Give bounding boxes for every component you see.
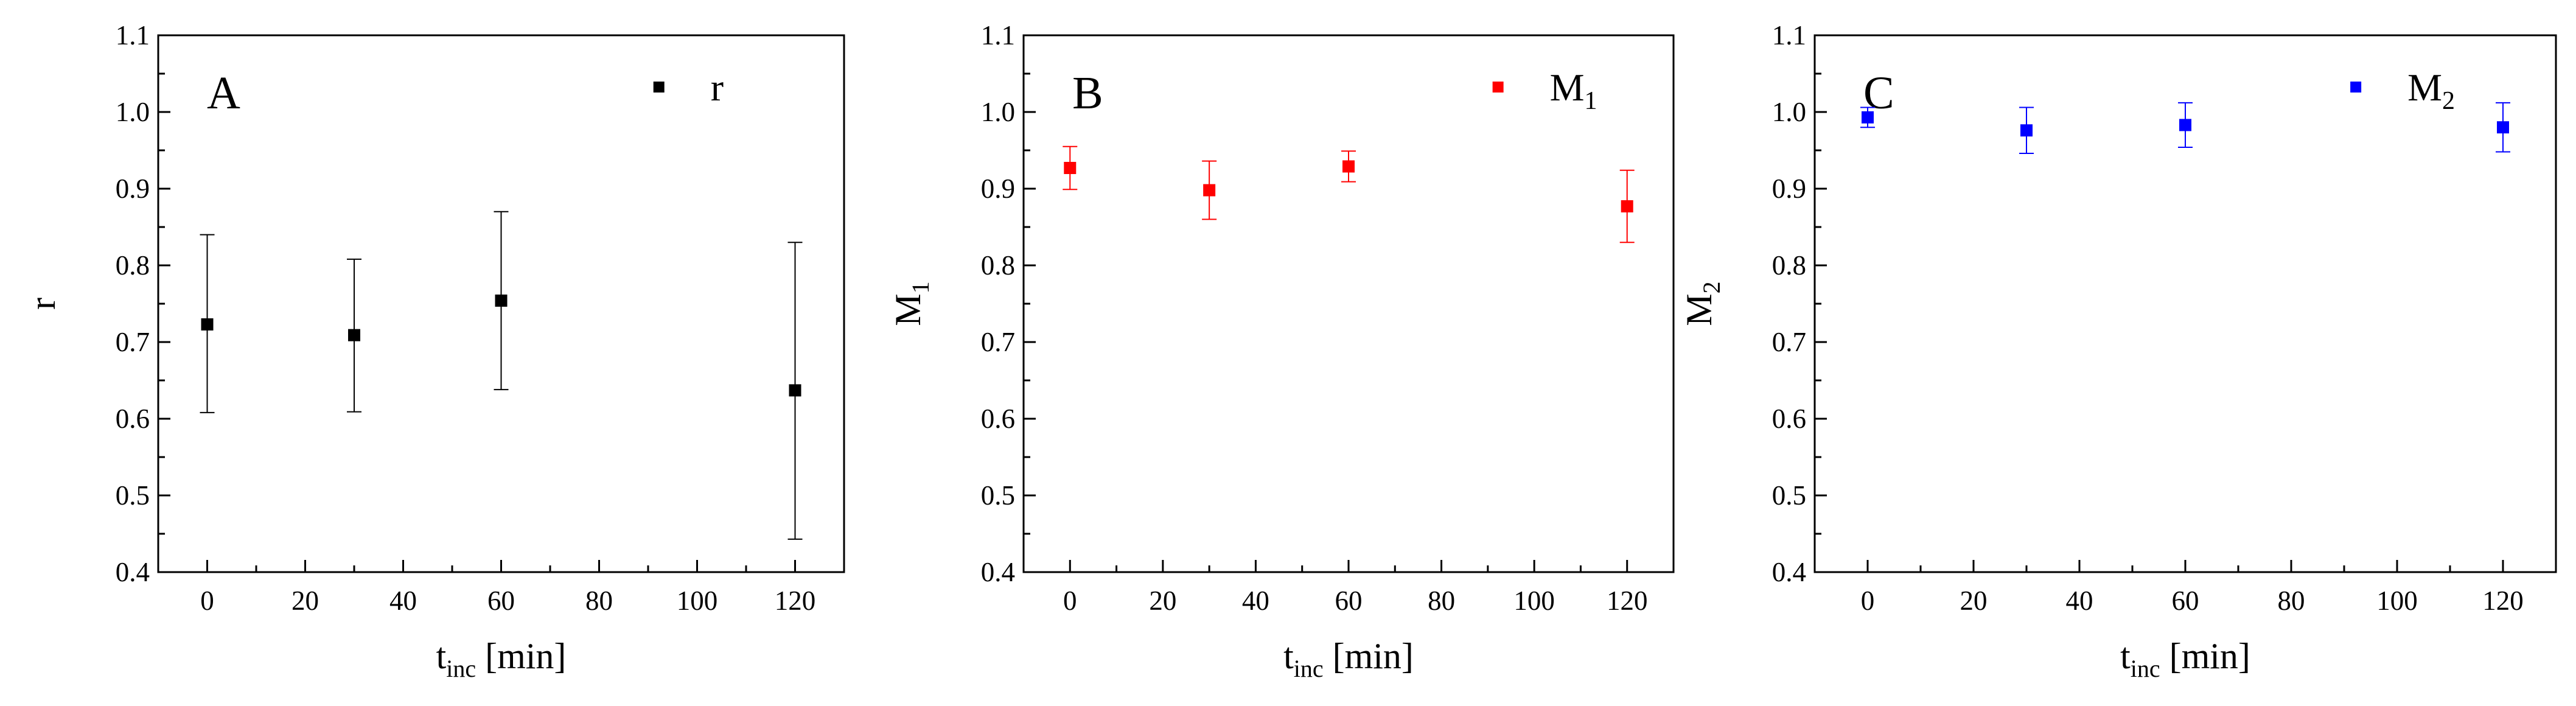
- y-tick-label: 1.0: [1772, 97, 1806, 127]
- y-tick-label: 0.7: [1772, 327, 1806, 357]
- x-tick-label: 60: [487, 585, 515, 616]
- y-tick-label: 1.0: [981, 97, 1015, 127]
- panel-letter: A: [207, 68, 240, 119]
- x-tick-label: 120: [1607, 585, 1648, 616]
- panel-letter: B: [1072, 68, 1103, 119]
- x-tick-label: 60: [2172, 585, 2199, 616]
- y-tick-label: 1.1: [981, 20, 1015, 51]
- x-axis-title: tinc [min]: [1283, 636, 1414, 682]
- x-tick-label: 80: [585, 585, 613, 616]
- x-tick-label: 0: [200, 585, 214, 616]
- y-tick-label: 0.9: [1772, 173, 1806, 204]
- y-axis-title-base: M: [1679, 293, 1719, 326]
- data-point: [2020, 124, 2033, 137]
- x-tick-label: 0: [1861, 585, 1875, 616]
- x-tick-label: 40: [1242, 585, 1269, 616]
- x-tick-label: 100: [677, 585, 718, 616]
- x-axis-title-base: t: [2120, 636, 2131, 676]
- x-tick-label: 100: [1513, 585, 1555, 616]
- data-point: [495, 294, 508, 307]
- y-tick-label: 1.1: [116, 20, 150, 51]
- x-tick-label: 120: [2482, 585, 2524, 616]
- legend-marker: [2350, 82, 2362, 93]
- y-tick-label: 0.5: [116, 480, 150, 511]
- y-axis-title: r: [23, 298, 63, 310]
- x-axis-title-unit: [min]: [1324, 636, 1414, 676]
- y-tick-label: 0.5: [1772, 480, 1806, 511]
- y-tick-label: 0.5: [981, 480, 1015, 511]
- y-tick-label: 1.0: [116, 97, 150, 127]
- data-point: [348, 329, 360, 341]
- y-tick-label: 0.7: [981, 327, 1015, 357]
- x-tick-label: 20: [291, 585, 319, 616]
- legend-marker: [1492, 82, 1504, 93]
- legend-label: M1: [1550, 66, 1597, 115]
- legend-label: M2: [2407, 66, 2455, 115]
- x-axis-title: tinc [min]: [436, 636, 567, 682]
- x-tick-label: 40: [2066, 585, 2093, 616]
- y-tick-label: 0.8: [1772, 250, 1806, 281]
- x-tick-label: 120: [775, 585, 816, 616]
- y-axis-title-base: M: [888, 293, 928, 326]
- y-tick-label: 0.4: [981, 557, 1015, 587]
- data-point: [1064, 161, 1077, 174]
- x-axis-title-base: t: [1283, 636, 1294, 676]
- x-axis-title-base: t: [436, 636, 447, 676]
- y-tick-label: 0.9: [116, 173, 150, 204]
- data-point: [1862, 111, 1874, 124]
- x-tick-label: 80: [1428, 585, 1455, 616]
- y-tick-label: 0.8: [981, 250, 1015, 281]
- y-axis-title-subscript: 1: [907, 281, 934, 293]
- x-axis-title-unit: [min]: [2160, 636, 2250, 676]
- x-axis-title-subscript: inc: [1294, 655, 1324, 682]
- x-tick-label: 80: [2278, 585, 2305, 616]
- x-axis-title: tinc [min]: [2120, 636, 2250, 682]
- legend-label-subscript: 2: [2442, 87, 2455, 115]
- y-tick-label: 0.6: [116, 404, 150, 434]
- legend-label-base: r: [711, 66, 724, 109]
- data-point: [2179, 119, 2191, 131]
- data-point: [1203, 184, 1216, 197]
- y-tick-label: 1.1: [1772, 20, 1806, 51]
- data-point: [2497, 121, 2509, 134]
- y-axis-title-subscript: 2: [1698, 281, 1725, 293]
- y-tick-label: 0.7: [116, 327, 150, 357]
- legend-marker: [653, 82, 665, 93]
- x-tick-label: 0: [1063, 585, 1077, 616]
- data-point: [1342, 160, 1355, 173]
- x-tick-label: 20: [1149, 585, 1176, 616]
- y-tick-label: 0.4: [116, 557, 150, 587]
- y-tick-label: 0.4: [1772, 557, 1806, 587]
- x-tick-label: 40: [389, 585, 417, 616]
- x-tick-label: 100: [2376, 585, 2418, 616]
- panel-letter: C: [1863, 68, 1894, 119]
- y-tick-label: 0.6: [1772, 404, 1806, 434]
- y-tick-label: 0.9: [981, 173, 1015, 204]
- y-tick-label: 0.8: [116, 250, 150, 281]
- x-axis-title-subscript: inc: [2131, 655, 2160, 682]
- x-axis-title-unit: [min]: [476, 636, 566, 676]
- plot-frame: [1022, 34, 1675, 573]
- legend-label-base: M: [2407, 66, 2442, 109]
- legend-label-base: M: [1550, 66, 1585, 109]
- y-axis-title: M2: [1679, 281, 1725, 326]
- legend-label: r: [711, 66, 724, 109]
- chart-panel-b: 0 20 40 60 80 100 120 0.4 0.5 0.6 0.7 0.8 0.9 1.0 1.1 t…: [888, 20, 1675, 682]
- y-tick-label: 0.6: [981, 404, 1015, 434]
- data-point: [789, 384, 801, 397]
- legend-label-subscript: 1: [1585, 87, 1597, 115]
- y-axis-title-base: r: [23, 298, 63, 310]
- y-axis-title: M1: [888, 281, 934, 326]
- x-axis-title-subscript: inc: [446, 655, 476, 682]
- chart-panel-c: 0 20 40 60 80 100 120 0.4 0.5 0.6 0.7 0.8 0.9 1.0 1.1 t…: [1679, 20, 2557, 682]
- x-tick-label: 20: [1960, 585, 1988, 616]
- data-point: [1621, 200, 1633, 212]
- chart-panel-a: 0 20 40 60 80 100 120 0.4 0.5 0.6 0.7 0.8 0.9 1.0 1.1 t…: [23, 20, 845, 682]
- x-tick-label: 60: [1335, 585, 1363, 616]
- data-point: [201, 318, 214, 331]
